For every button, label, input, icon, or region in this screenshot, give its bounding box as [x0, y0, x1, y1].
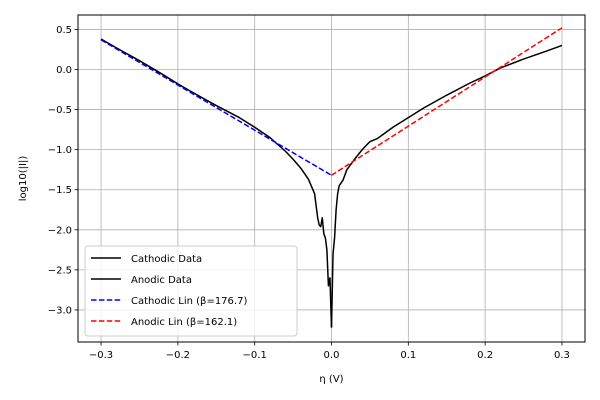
x-tick-label: 0.3: [554, 350, 570, 361]
y-tick-label: 0.5: [56, 25, 72, 36]
grid-lines: [78, 15, 585, 342]
x-tick-label: 0.0: [324, 350, 340, 361]
x-tick-label: −0.1: [243, 350, 267, 361]
y-tick-label: −0.5: [48, 105, 72, 116]
y-tick-label: −1.0: [48, 145, 72, 156]
legend-box: [84, 245, 298, 337]
series-line-3: [100, 39, 332, 176]
y-tick-label: −3.0: [48, 305, 72, 316]
x-tick-label: −0.3: [89, 350, 113, 361]
axis-ticks: −0.3 −0.2 −0.1 0.0 0.1 0.2 0.3 0.5 0.0 −0.5 −1.0 −1…: [48, 25, 570, 361]
y-tick-label: −1.5: [48, 185, 72, 196]
plot-series: [100, 27, 563, 328]
y-axis-label: log10(|I|): [18, 156, 29, 202]
legend-entry: Anodic Data: [131, 275, 192, 286]
legend-entry: Anodic Lin (β=162.1): [131, 317, 237, 328]
series-line-4: [331, 27, 563, 176]
x-tick-label: 0.2: [477, 350, 493, 361]
series-line-1: [100, 38, 333, 328]
y-tick-label: −2.5: [48, 265, 72, 276]
x-tick-label: 0.1: [400, 350, 416, 361]
x-tick-label: −0.2: [166, 350, 190, 361]
legend-entry: Cathodic Data: [131, 254, 202, 265]
x-axis-label: η (V): [319, 374, 343, 385]
legend-entry: Cathodic Lin (β=176.7): [131, 296, 247, 307]
legend: Cathodic Data Anodic Data Cathodic Lin (β=…: [84, 245, 298, 337]
y-tick-label: −2.0: [48, 225, 72, 236]
y-tick-label: 0.0: [56, 65, 72, 76]
series-line-2: [330, 44, 563, 328]
